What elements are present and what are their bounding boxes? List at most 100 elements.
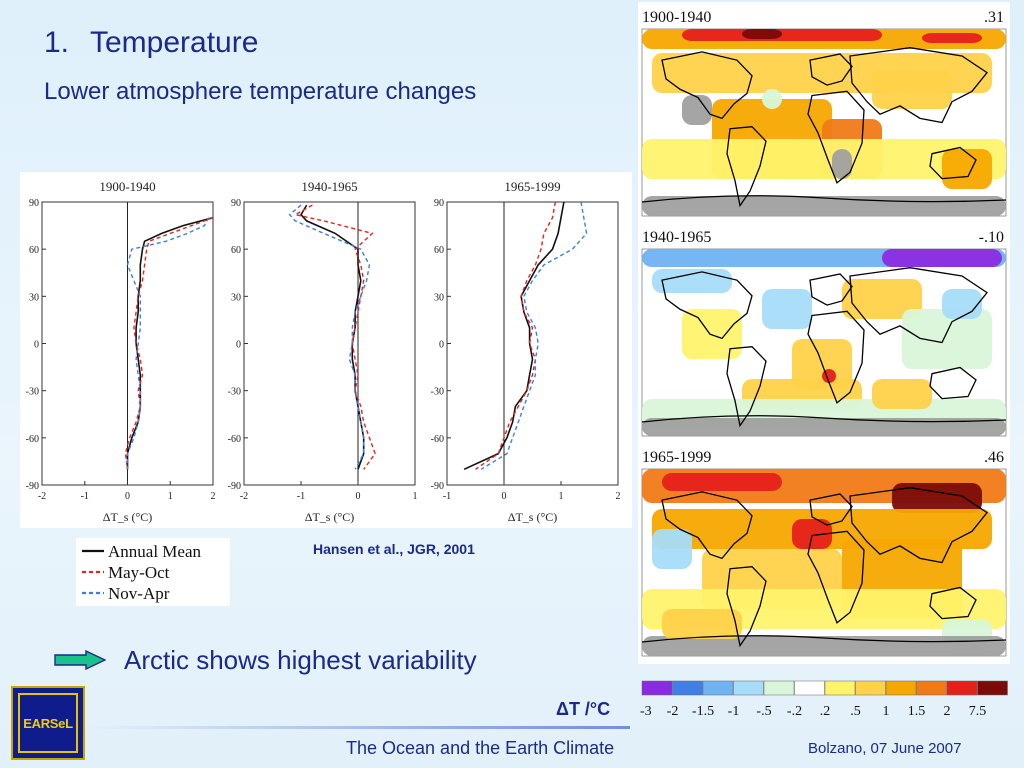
color-scale-svg: -3 -2 -1.5 -1 -.5 -.2 .2 .5 1 1.5 2 7.5 [640, 680, 1008, 719]
maps-svg: 1900-1940 .31 1940-1965 -.10 1965-1999 .46 [641, 9, 1007, 657]
map-anomaly-1-4 [842, 279, 922, 319]
map-anomaly-1-2 [652, 269, 732, 293]
map-anomaly-0-1 [682, 29, 882, 41]
legend-label-2: Nov-Apr [108, 584, 170, 603]
slide-subtitle: Lower atmosphere temperature changes [44, 78, 477, 105]
series-line-1-0 [300, 204, 365, 470]
map-anomaly-0-9 [832, 149, 852, 179]
series-line-0-0 [126, 216, 214, 470]
map-anomaly-0-7 [642, 139, 1006, 179]
y-tick-label-0-6: -90 [26, 481, 39, 492]
coastline-2-4 [850, 488, 987, 563]
plot-frame-2 [446, 201, 619, 486]
y-tick-label-2-5: -60 [431, 434, 444, 445]
color-scale-title: ΔT /°C [556, 699, 611, 719]
map-period-1: 1940-1965 [642, 229, 711, 246]
map-anomaly-2-2 [892, 483, 982, 513]
scale-label-6: .2 [820, 704, 831, 719]
y-tick-label-1-0: 90 [231, 198, 241, 209]
scale-swatch-8 [885, 680, 917, 696]
legend-label-1: May-Oct [108, 563, 170, 582]
coastline-2-2 [810, 494, 852, 525]
coastline-1-4 [850, 268, 987, 343]
x-tick-label-1-3: 1 [413, 491, 418, 502]
series-line-1-2 [288, 204, 371, 470]
scale-label-2: -1.5 [692, 704, 714, 719]
y-tick-label-2-6: -90 [431, 481, 444, 492]
antarctica-coast-2 [641, 635, 1007, 643]
map-anomaly-2-8 [652, 529, 692, 569]
title-number: 1. [44, 26, 70, 59]
arrow-right-icon [54, 650, 106, 670]
coastline-2-0 [662, 492, 752, 558]
map-period-0: 1900-1940 [642, 9, 711, 26]
scale-swatch-7 [855, 680, 886, 696]
y-tick-label-1-1: 60 [231, 245, 241, 256]
x-tick-label-1-0: -2 [240, 491, 248, 502]
map-anomaly-1-11 [642, 418, 1006, 436]
scale-label-3: -1 [728, 704, 740, 719]
map-anomaly-0-2 [742, 29, 782, 39]
scale-swatch-11 [977, 680, 1008, 696]
chart-title-2: 1965-1999 [504, 179, 560, 194]
x-axis-label-2: ΔT_s (°C) [508, 510, 558, 524]
y-tick-label-0-1: 60 [29, 245, 39, 256]
y-tick-label-2-1: 60 [434, 245, 444, 256]
scale-label-9: 1.5 [908, 704, 926, 719]
map-anomaly-0-11 [872, 69, 952, 109]
map-anomaly-1-3 [762, 289, 812, 329]
y-tick-label-1-6: -90 [228, 481, 241, 492]
coastline-0-0 [662, 52, 752, 118]
coastline-0-3 [808, 91, 864, 182]
coastline-1-2 [810, 274, 852, 305]
map-anomaly-2-7 [792, 519, 832, 549]
footer-divider [90, 726, 630, 729]
coastline-2-1 [727, 567, 766, 646]
profile-legend: Annual Mean May-Oct Nov-Apr [76, 538, 230, 606]
x-axis-label-1: ΔT_s (°C) [305, 510, 355, 524]
logo-text: EARSeL [23, 715, 73, 731]
color-scale: -3 -2 -1.5 -1 -.5 -.2 .2 .5 1 1.5 2 7.5 [636, 680, 1016, 720]
y-tick-label-0-0: 90 [29, 198, 39, 209]
x-tick-label-0-1: -1 [81, 491, 89, 502]
map-anomaly-0-13 [942, 149, 992, 189]
map-anomaly-1-12 [942, 289, 982, 319]
series-line-1-1 [293, 204, 376, 470]
y-tick-label-1-4: -30 [228, 387, 241, 398]
scale-swatch-10 [946, 680, 978, 696]
map-anomaly-0-8 [682, 95, 712, 125]
y-tick-label-1-3: 0 [236, 340, 241, 351]
y-tick-label-0-2: 30 [29, 292, 39, 303]
y-tick-label-2-2: 30 [434, 292, 444, 303]
map-panel-0 [641, 28, 1007, 217]
y-tick-label-0-3: 0 [34, 340, 39, 351]
map-coastlines-0 [662, 48, 987, 206]
coastline-1-0 [662, 272, 752, 338]
x-axis-label-0: ΔT_s (°C) [103, 510, 153, 524]
scale-label-11: 7.5 [969, 704, 987, 719]
scale-swatch-5 [794, 680, 825, 696]
series-line-0-1 [124, 217, 214, 470]
x-tick-label-0-3: 1 [168, 491, 173, 502]
map-panel-2 [641, 468, 1007, 657]
callout-text: Arctic shows highest variability [124, 645, 477, 675]
series-line-2-1 [475, 201, 556, 470]
x-tick-label-0-2: 0 [125, 491, 130, 502]
legend-svg: Annual Mean May-Oct Nov-Apr [82, 542, 202, 603]
scale-label-0: -3 [640, 704, 652, 719]
x-tick-label-0-4: 2 [211, 491, 216, 502]
y-tick-label-1-5: -60 [228, 434, 241, 445]
x-tick-label-0-0: -2 [38, 491, 46, 502]
scale-label-7: .5 [850, 704, 861, 719]
coastline-1-3 [808, 311, 864, 402]
map-coastlines-1 [662, 268, 987, 426]
x-tick-label-2-2: 1 [559, 491, 564, 502]
y-tick-label-2-0: 90 [434, 198, 444, 209]
map-anomaly-0-3 [922, 33, 982, 43]
series-line-0-2 [126, 217, 210, 470]
coastline-0-4 [850, 48, 987, 123]
citation: Hansen et al., JGR, 2001 [313, 541, 475, 557]
coastline-1-5 [930, 367, 976, 398]
chart-title-0: 1900-1940 [99, 179, 155, 194]
